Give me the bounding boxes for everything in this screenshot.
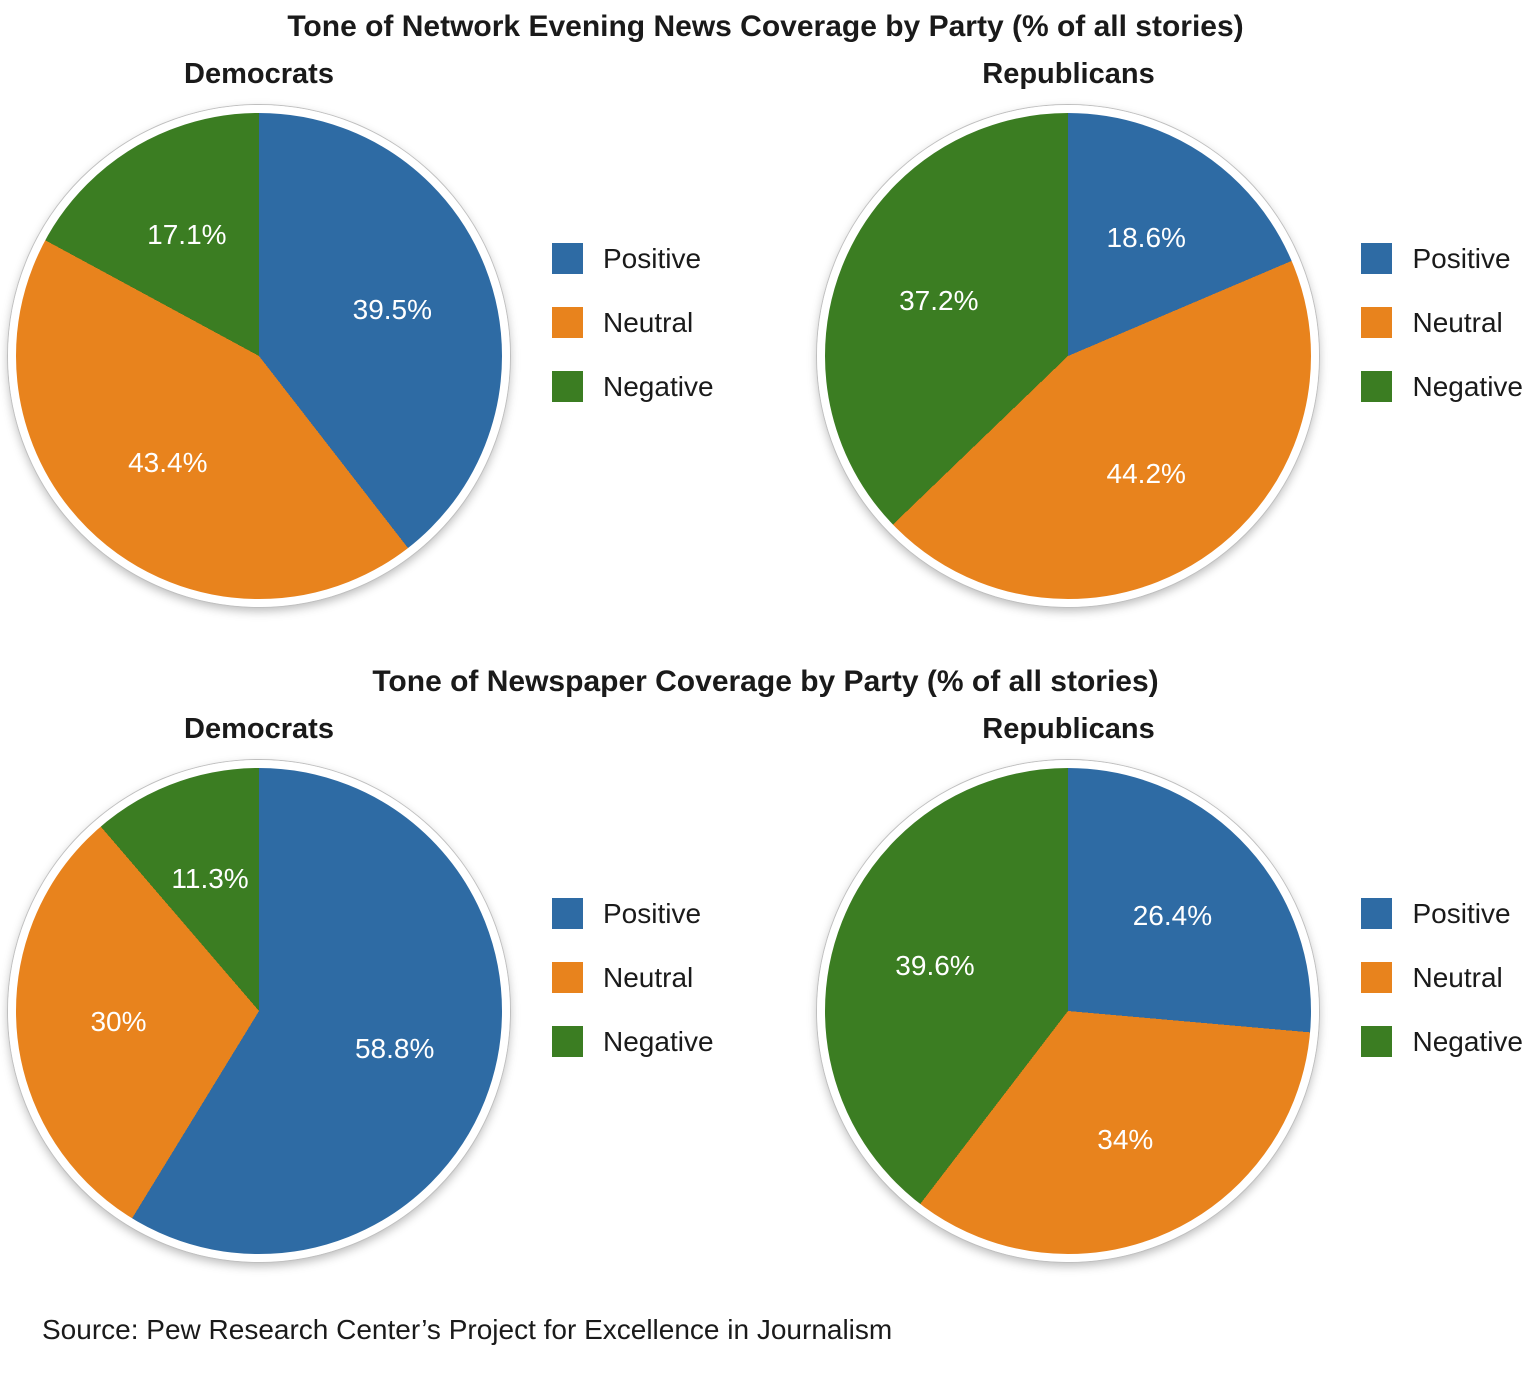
slice-label-positive: 39.5% [352,294,433,326]
legend-item-negative: Negative [1361,371,1523,403]
legend-label-neutral: Neutral [1412,961,1503,993]
legend-label-negative: Negative [603,1025,714,1057]
legend-item-neutral: Neutral [552,307,714,339]
neutral-swatch [1361,307,1393,338]
page: Tone of Network Evening News Coverage by… [0,10,1531,1345]
legend-label-positive: Positive [1412,242,1511,274]
neutral-swatch [552,962,583,993]
legend-item-negative: Negative [552,1026,714,1058]
slice-label-negative: 39.6% [895,949,975,981]
legend-item-negative: Negative [1361,1026,1523,1058]
chart-unit-newspaper-republicans: Republicans 26.4% 34% 39.6% Positive Neutr… [817,713,1523,1262]
neutral-swatch [1361,962,1393,993]
section-title-network-news: Tone of Network Evening News Coverage by… [287,10,1244,43]
slice-label-negative: 17.1% [147,218,227,250]
slice-label-neutral: 34% [1097,1123,1154,1155]
pie-column: Democrats 39.5% 43.4% 17.1% [8,58,510,607]
legend-label-negative: Negative [1412,1025,1523,1057]
pie-column: Republicans 26.4% 34% 39.6% [817,713,1320,1262]
neutral-swatch [552,307,583,338]
legend-label-positive: Positive [603,897,702,929]
pie-title-democrats: Democrats [184,58,334,90]
positive-swatch [552,898,583,929]
legend-newspaper-democrats: Positive Neutral Negative [552,898,714,1058]
legend-newspaper-republicans: Positive Neutral Negative [1361,898,1523,1058]
legend-network-democrats: Positive Neutral Negative [552,243,714,403]
pie-title-republicans: Republicans [982,58,1155,90]
pie-column: Democrats 58.8% 30% 11.3% [8,713,510,1262]
legend-label-neutral: Neutral [603,961,694,993]
positive-swatch [552,243,583,274]
slice-label-neutral: 44.2% [1106,457,1186,489]
section-newspaper: Tone of Newspaper Coverage by Party (% o… [0,665,1531,1262]
legend-item-neutral: Neutral [1361,962,1523,994]
legend-item-negative: Negative [552,371,714,403]
source-attribution: Source: Pew Research Center’s Project fo… [42,1314,893,1345]
charts-row-newspaper: Democrats 58.8% 30% 11.3% Positive Neutral… [0,713,1531,1262]
slice-label-positive: 58.8% [354,1033,435,1065]
legend-label-negative: Negative [603,370,714,402]
legend-item-positive: Positive [1361,898,1523,930]
positive-swatch [1361,898,1393,929]
negative-swatch [1361,371,1393,402]
legend-item-positive: Positive [552,898,714,930]
slice-label-negative: 37.2% [899,284,979,316]
chart-unit-network-democrats: Democrats 39.5% 43.4% 17.1% Positive Neutr… [8,58,714,607]
charts-row-network: Democrats 39.5% 43.4% 17.1% Positive Neutr… [0,58,1531,607]
pie-network-republicans: 18.6% 44.2% 37.2% [817,105,1320,607]
legend-label-neutral: Neutral [1412,306,1503,338]
legend-item-neutral: Neutral [552,962,714,994]
section-title-newspaper: Tone of Newspaper Coverage by Party (% o… [372,665,1159,698]
legend-label-neutral: Neutral [603,306,694,338]
slice-label-neutral: 30% [90,1006,147,1038]
slice-label-positive: 26.4% [1132,899,1213,931]
legend-item-positive: Positive [1361,243,1523,275]
pie-newspaper-democrats: 58.8% 30% 11.3% [8,760,510,1262]
pie-title-democrats: Democrats [184,713,334,745]
negative-swatch [552,1026,583,1057]
legend-network-republicans: Positive Neutral Negative [1361,243,1523,403]
pie-newspaper-republicans: 26.4% 34% 39.6% [817,760,1320,1262]
legend-label-negative: Negative [1412,370,1523,402]
legend-label-positive: Positive [603,242,702,274]
slice-label-positive: 18.6% [1106,222,1186,254]
legend-label-positive: Positive [1412,897,1511,929]
legend-item-neutral: Neutral [1361,307,1523,339]
slice-label-negative: 11.3% [171,862,249,894]
negative-swatch [552,371,583,402]
positive-swatch [1361,243,1393,274]
chart-unit-newspaper-democrats: Democrats 58.8% 30% 11.3% Positive Neutral… [8,713,714,1262]
section-network-news: Tone of Network Evening News Coverage by… [0,10,1531,607]
pie-column: Republicans 18.6% 44.2% 37.2% [817,58,1320,607]
pie-title-republicans: Republicans [982,713,1155,745]
legend-item-positive: Positive [552,243,714,275]
negative-swatch [1361,1026,1393,1057]
slice-label-neutral: 43.4% [128,447,208,479]
chart-unit-network-republicans: Republicans 18.6% 44.2% 37.2% Positive Neu… [817,58,1523,607]
pie-network-democrats: 39.5% 43.4% 17.1% [8,105,510,607]
